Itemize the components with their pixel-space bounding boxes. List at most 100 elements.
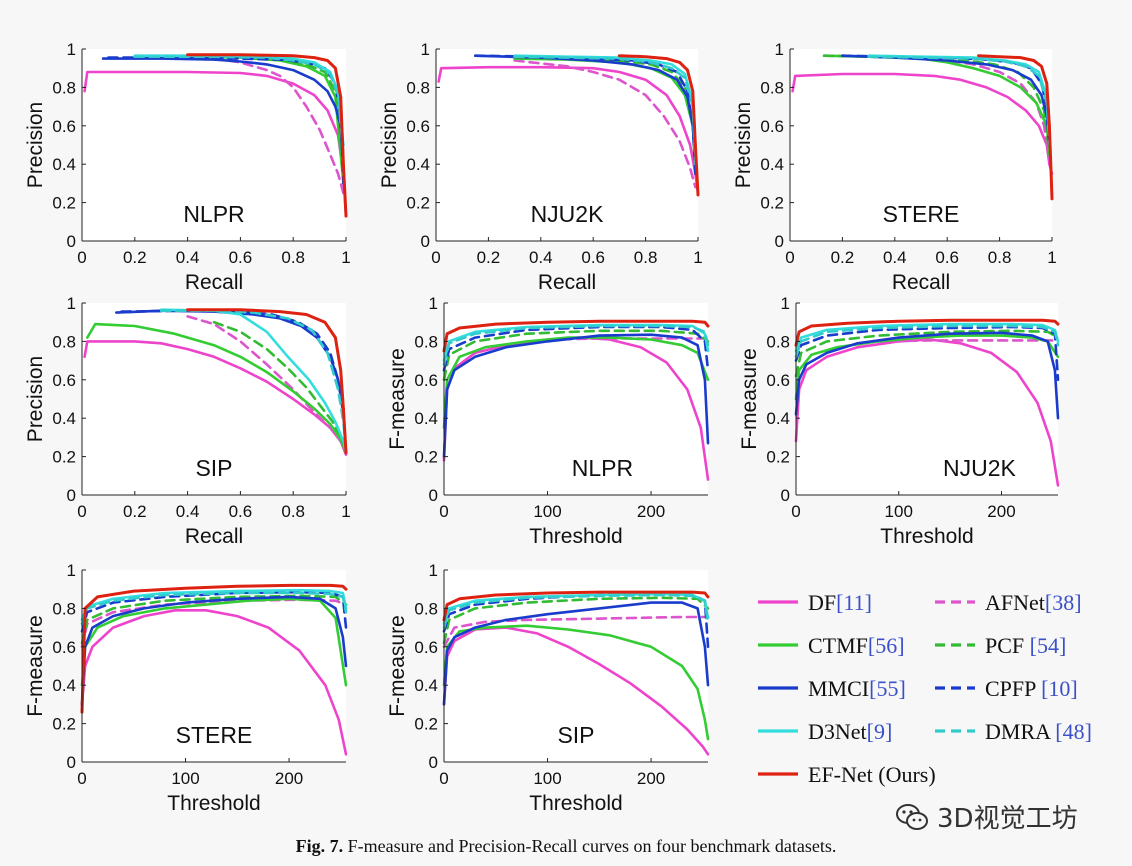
- y-tick-label: 0.2: [414, 448, 438, 467]
- x-axis-label: Threshold: [880, 525, 973, 548]
- y-tick-label: 0.8: [766, 332, 790, 351]
- y-tick-label: 0.2: [414, 715, 438, 734]
- series-line-ctmf: [442, 336, 710, 430]
- y-tick-label: 0.6: [52, 117, 76, 136]
- series-line-mmci: [841, 54, 1051, 147]
- y-tick-label: 0.4: [760, 155, 784, 174]
- y-axis-label: F-measure: [738, 348, 761, 450]
- y-tick-label: 0.4: [414, 676, 438, 695]
- figure-canvas: 0 0.2 0.4 0.6 0.8 1 0 0.2 0.4 0.6 0.8 1 Recall Precis…: [24, 40, 1092, 815]
- series-line-mmci: [442, 601, 710, 706]
- x-tick-label: 0.2: [123, 502, 147, 521]
- series-line-afnet: [876, 339, 1060, 343]
- x-tick-label: 0.4: [176, 502, 200, 521]
- series-line-cpfp: [794, 325, 1060, 382]
- y-tick-label: 0.4: [52, 409, 76, 428]
- legend-entry-df: DF[11]: [758, 590, 872, 615]
- chart-title: NJU2K: [531, 201, 605, 227]
- y-axis-label: Precision: [732, 102, 755, 188]
- x-tick-label: 0.4: [529, 248, 553, 267]
- chart-title: STERE: [883, 201, 960, 227]
- x-axis-label: Threshold: [529, 525, 622, 548]
- legend-label: PCF [54]: [985, 633, 1066, 658]
- y-tick-label: 0.6: [766, 371, 790, 390]
- x-tick-label: 0: [439, 502, 448, 521]
- x-tick-label: 0.6: [229, 248, 253, 267]
- charts-layer: 0 0.2 0.4 0.6 0.8 1 0 0.2 0.4 0.6 0.8 1 Recall Precis…: [24, 40, 1060, 815]
- y-tick-label: 0.8: [52, 78, 76, 97]
- x-tick-label: 1: [341, 502, 350, 521]
- chart-pr-nlpr: 0 0.2 0.4 0.6 0.8 1 0 0.2 0.4 0.6 0.8 1 Recall Precis…: [24, 40, 351, 294]
- series-line-pcf: [794, 329, 1060, 378]
- chart-fm-nju2k: 0 0.2 0.4 0.6 0.8 1 0 100 200 Threshold F-measure N…: [738, 294, 1060, 548]
- y-axis-label: F-measure: [386, 348, 409, 450]
- x-tick-label: 0: [77, 769, 86, 788]
- series-group: [791, 54, 1054, 201]
- x-tick-label: 0.6: [229, 502, 253, 521]
- y-axis-label: Precision: [378, 102, 401, 188]
- x-axis-label: Recall: [892, 271, 950, 294]
- series-line-efnet: [186, 53, 348, 218]
- x-tick-label: 200: [637, 502, 665, 521]
- y-tick-label: 1: [67, 561, 76, 580]
- series-line-mmci: [101, 57, 345, 166]
- y-tick-label: 0.2: [52, 448, 76, 467]
- y-tick-label: 0: [421, 232, 430, 251]
- x-tick-label: 0: [439, 769, 448, 788]
- x-tick-label: 0: [77, 248, 86, 267]
- series-group: [442, 319, 710, 481]
- y-tick-label: 0.4: [52, 676, 76, 695]
- caption-text: F-measure and Precision-Recall curves on…: [343, 836, 837, 856]
- series-line-df: [80, 608, 348, 756]
- y-tick-label: 0: [67, 486, 76, 505]
- y-tick-label: 0.4: [766, 409, 790, 428]
- chart-title: SIP: [557, 722, 594, 748]
- y-tick-label: 0.8: [52, 332, 76, 351]
- series-line-mmci: [794, 331, 1060, 420]
- series-line-afnet: [442, 615, 710, 649]
- plot-area: [82, 49, 346, 241]
- x-tick-label: 0.8: [988, 248, 1012, 267]
- series-line-d3net: [80, 588, 348, 622]
- series-line-dmra: [80, 591, 348, 626]
- x-tick-label: 0.8: [281, 502, 305, 521]
- legend-label: EF-Net (Ours): [808, 762, 936, 787]
- x-tick-label: 200: [275, 769, 303, 788]
- chart-title: NLPR: [183, 201, 244, 227]
- series-line-efnet: [977, 54, 1054, 201]
- x-tick-label: 0: [791, 502, 800, 521]
- y-tick-label: 1: [67, 294, 76, 313]
- x-axis-label: Recall: [538, 271, 596, 294]
- y-axis-label: Precision: [24, 356, 47, 442]
- series-line-efnet: [186, 308, 348, 455]
- chart-pr-nju2k: 0 0.2 0.4 0.6 0.8 1 0 0.2 0.4 0.6 0.8 1 Recall Precis…: [378, 40, 703, 294]
- y-tick-label: 0.2: [52, 715, 76, 734]
- y-tick-label: 0: [781, 486, 790, 505]
- x-tick-label: 0.6: [935, 248, 959, 267]
- legend-entry-cpfp: CPFP [10]: [935, 676, 1078, 701]
- x-tick-label: 0.4: [176, 248, 200, 267]
- series-line-pcf: [442, 596, 710, 645]
- y-axis-label: F-measure: [386, 615, 409, 717]
- chart-fm-stere: 0 0.2 0.4 0.6 0.8 1 0 100 200 Threshold F-measure S…: [24, 561, 348, 815]
- y-tick-label: 0.6: [406, 117, 430, 136]
- x-tick-label: 100: [533, 769, 561, 788]
- y-tick-label: 0.4: [52, 155, 76, 174]
- series-line-df: [442, 626, 710, 756]
- series-line-dmra: [133, 55, 345, 156]
- x-tick-label: 0: [785, 248, 794, 267]
- y-axis-label: F-measure: [24, 615, 47, 717]
- legend-label: DF[11]: [808, 590, 872, 615]
- x-tick-label: 0.2: [477, 248, 501, 267]
- series-line-pcf: [80, 594, 348, 645]
- chart-fm-sip: 0 0.2 0.4 0.6 0.8 1 0 100 200 Threshold F-measure S…: [386, 561, 710, 815]
- x-tick-label: 0.8: [281, 248, 305, 267]
- series-line-ctmf: [80, 597, 348, 687]
- chart-fm-nlpr: 0 0.2 0.4 0.6 0.8 1 0 100 200 Threshold F-measure N…: [386, 294, 710, 548]
- legend-label: CTMF[56]: [808, 633, 905, 658]
- series-line-dmra: [442, 593, 710, 629]
- series-line-efnet: [80, 583, 348, 714]
- y-tick-label: 1: [67, 40, 76, 59]
- y-tick-label: 0.4: [406, 155, 430, 174]
- x-tick-label: 0: [431, 248, 440, 267]
